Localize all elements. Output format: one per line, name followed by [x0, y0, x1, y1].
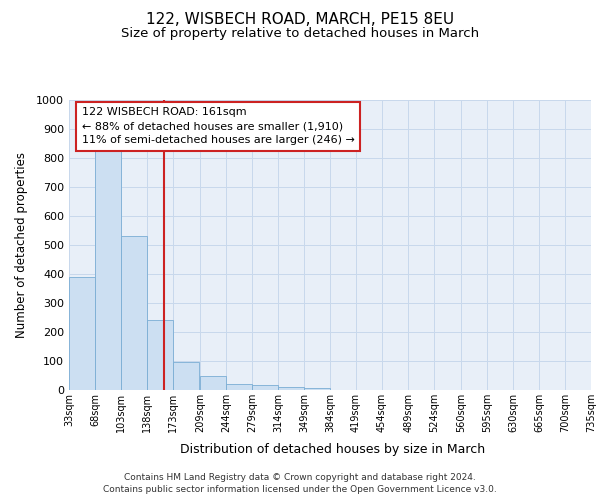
Y-axis label: Number of detached properties: Number of detached properties [15, 152, 28, 338]
Text: Distribution of detached houses by size in March: Distribution of detached houses by size … [181, 442, 485, 456]
Bar [278, 387, 304, 390]
Bar [200, 376, 226, 390]
Text: 122, WISBECH ROAD, MARCH, PE15 8EU: 122, WISBECH ROAD, MARCH, PE15 8EU [146, 12, 454, 28]
Text: Size of property relative to detached houses in March: Size of property relative to detached ho… [121, 28, 479, 40]
Text: 122 WISBECH ROAD: 161sqm
← 88% of detached houses are smaller (1,910)
11% of sem: 122 WISBECH ROAD: 161sqm ← 88% of detach… [82, 108, 355, 146]
Bar [173, 362, 199, 390]
Bar [304, 388, 330, 390]
Bar [95, 150, 121, 390]
Text: Contains HM Land Registry data © Crown copyright and database right 2024.: Contains HM Land Registry data © Crown c… [124, 472, 476, 482]
Bar [69, 277, 95, 390]
Bar [226, 384, 252, 390]
Text: Contains public sector information licensed under the Open Government Licence v3: Contains public sector information licen… [103, 485, 497, 494]
Bar [147, 320, 173, 390]
Bar [121, 236, 147, 390]
Bar [252, 385, 278, 390]
